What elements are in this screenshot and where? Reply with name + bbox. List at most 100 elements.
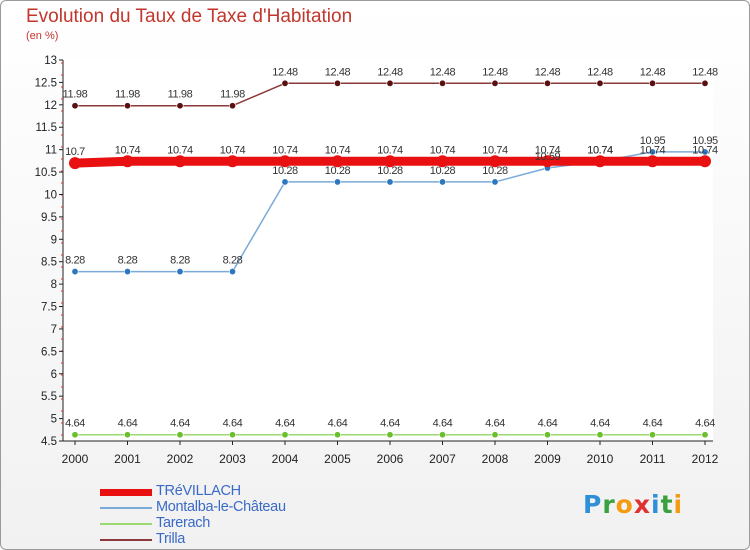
logo-letter: i xyxy=(651,490,661,519)
data-label: 10.74 xyxy=(430,144,456,156)
data-point xyxy=(281,79,289,87)
legend-label: Montalba-le-Château xyxy=(156,499,286,515)
data-point xyxy=(648,79,656,87)
data-point xyxy=(438,79,446,87)
legend-swatch xyxy=(100,539,152,541)
y-tick-label: 4.5 xyxy=(41,436,57,448)
data-label: 4.64 xyxy=(485,418,505,430)
logo-letter: x xyxy=(633,490,651,519)
data-label: 4.64 xyxy=(118,418,138,430)
data-label: 10.74 xyxy=(535,144,561,156)
data-point xyxy=(176,268,184,276)
data-label: 4.64 xyxy=(223,418,243,430)
x-tick-label: 2012 xyxy=(692,452,719,466)
data-label: 8.28 xyxy=(65,255,85,267)
data-label: 10.28 xyxy=(325,165,351,177)
data-point xyxy=(174,155,186,168)
data-point xyxy=(436,155,449,168)
x-tick-label: 2000 xyxy=(62,452,89,466)
data-point xyxy=(331,155,344,168)
y-tick-label: 5.5 xyxy=(41,391,57,403)
y-tick-label: 9.5 xyxy=(41,212,57,224)
data-point xyxy=(646,155,659,168)
data-point xyxy=(333,431,341,439)
data-point xyxy=(71,102,79,110)
logo-letter: t xyxy=(660,490,674,519)
data-label: 4.64 xyxy=(695,418,715,430)
data-label: 11.98 xyxy=(220,89,245,101)
data-label: 12.48 xyxy=(325,66,351,78)
data-label: 12.48 xyxy=(272,66,298,78)
x-tick-label: 2006 xyxy=(377,452,404,466)
data-point xyxy=(176,431,184,439)
data-point xyxy=(596,79,604,87)
data-point xyxy=(594,155,606,168)
x-tick-label: 2001 xyxy=(114,452,141,466)
data-label: 12.48 xyxy=(587,66,613,78)
data-label: 10.74 xyxy=(220,144,246,156)
data-label: 4.64 xyxy=(433,418,453,430)
legend-swatch xyxy=(100,489,152,496)
data-label: 11.98 xyxy=(168,89,193,101)
x-tick-label: 2005 xyxy=(324,452,351,466)
y-tick-label: 6 xyxy=(51,369,57,381)
data-point xyxy=(124,102,132,110)
data-point xyxy=(124,431,132,439)
data-point xyxy=(386,431,394,439)
y-tick-label: 5 xyxy=(51,414,57,426)
data-label: 10.7 xyxy=(65,146,85,158)
data-label: 4.64 xyxy=(643,418,663,430)
data-label: 10.74 xyxy=(325,144,351,156)
data-point xyxy=(229,431,237,439)
data-label: 12.48 xyxy=(640,66,666,78)
data-point xyxy=(699,155,711,168)
proxiti-logo: Proxiti xyxy=(583,490,683,519)
data-label: 12.48 xyxy=(482,66,508,78)
data-point xyxy=(124,268,132,276)
data-label: 8.28 xyxy=(118,255,138,267)
data-label: 10.74 xyxy=(692,144,718,156)
data-point xyxy=(491,431,499,439)
legend-item-montalba: Montalba-le-Château xyxy=(100,499,400,516)
data-label: 10.28 xyxy=(377,165,403,177)
y-tick-label: 10.5 xyxy=(35,167,57,179)
data-point xyxy=(489,155,501,168)
data-label: 8.28 xyxy=(170,255,190,267)
data-label: 12.48 xyxy=(430,66,456,78)
logo-letter: i xyxy=(673,490,684,519)
data-label: 10.28 xyxy=(272,165,298,177)
y-tick-label: 12.5 xyxy=(35,77,57,89)
data-label: 10.59 xyxy=(535,151,561,163)
data-label: 10.28 xyxy=(430,165,456,177)
data-label: 10.74 xyxy=(377,144,403,156)
data-point xyxy=(543,431,551,439)
data-point xyxy=(333,79,341,87)
data-label: 4.64 xyxy=(538,418,558,430)
y-tick-label: 12 xyxy=(44,100,57,112)
data-label: 12.48 xyxy=(377,66,403,78)
data-label: 8.28 xyxy=(223,255,243,267)
data-label: 10.95 xyxy=(692,135,718,147)
legend-item-tarerach: Tarerach xyxy=(100,515,400,532)
data-label: 12.48 xyxy=(535,66,561,78)
data-label: 4.64 xyxy=(328,418,348,430)
x-tick-label: 2009 xyxy=(534,452,561,466)
data-point xyxy=(229,102,237,110)
logo-letter: P xyxy=(583,490,603,519)
y-tick-label: 6.5 xyxy=(41,346,57,358)
data-point xyxy=(541,155,554,168)
data-point xyxy=(69,157,81,170)
data-label: 10.74 xyxy=(587,144,613,156)
data-point xyxy=(648,148,656,156)
data-point xyxy=(176,102,184,110)
data-point xyxy=(438,431,446,439)
y-tick-label: 7 xyxy=(51,324,57,336)
data-point xyxy=(71,268,79,276)
data-label: 10.74 xyxy=(272,144,298,156)
y-tick-label: 9 xyxy=(51,234,57,246)
data-label: 10.28 xyxy=(482,165,508,177)
y-tick-label: 8 xyxy=(51,279,57,291)
x-tick-label: 2003 xyxy=(219,452,246,466)
data-point xyxy=(438,178,446,186)
x-tick-label: 2002 xyxy=(167,452,194,466)
